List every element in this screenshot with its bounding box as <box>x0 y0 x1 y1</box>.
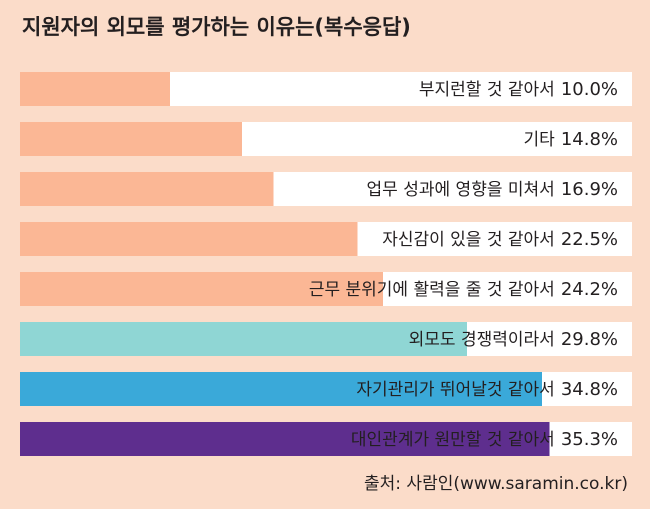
category-label: 근무 분위기에 활력을 줄 것 같아서 <box>309 280 555 300</box>
bar <box>20 72 170 106</box>
category-label: 기타 <box>524 130 556 150</box>
bar <box>20 422 550 456</box>
value-label: 34.8% <box>561 379 618 400</box>
bar <box>20 322 467 356</box>
value-label: 14.8% <box>561 129 618 150</box>
value-label: 22.5% <box>561 229 618 250</box>
category-label: 자신감이 있을 것 같아서 <box>382 230 555 250</box>
bar-label: 외모도 경쟁력이라서 29.8% <box>409 329 618 350</box>
value-label: 35.3% <box>561 429 618 450</box>
category-label: 업무 성과에 영향을 미쳐서 <box>367 180 555 200</box>
category-label: 부지런할 것 같아서 <box>419 80 555 100</box>
chart-title: 지원자의 외모를 평가하는 이유는(복수응답) <box>22 15 411 39</box>
bar <box>20 272 383 306</box>
value-label: 29.8% <box>561 329 618 350</box>
bar-label: 부지런할 것 같아서 10.0% <box>419 79 618 100</box>
bar-label: 자기관리가 뛰어날것 같아서 34.8% <box>356 379 618 400</box>
category-label: 대인관계가 원만할 것 같아서 <box>351 430 555 450</box>
bar-label: 자신감이 있을 것 같아서 22.5% <box>382 229 618 250</box>
value-label: 16.9% <box>561 179 618 200</box>
bar <box>20 372 542 406</box>
bar <box>20 172 274 206</box>
category-label: 자기관리가 뛰어날것 같아서 <box>356 380 555 400</box>
bar-label: 대인관계가 원만할 것 같아서 35.3% <box>351 429 618 450</box>
source-note: 출처: 사람인(www.saramin.co.kr) <box>364 474 628 494</box>
bar-label: 기타 14.8% <box>524 129 618 150</box>
value-label: 24.2% <box>561 279 618 300</box>
category-label: 외모도 경쟁력이라서 <box>409 330 555 350</box>
bar <box>20 122 242 156</box>
bar <box>20 222 358 256</box>
value-label: 10.0% <box>561 79 618 100</box>
bar-label: 근무 분위기에 활력을 줄 것 같아서 24.2% <box>309 279 618 300</box>
bar-label: 업무 성과에 영향을 미쳐서 16.9% <box>367 179 618 200</box>
